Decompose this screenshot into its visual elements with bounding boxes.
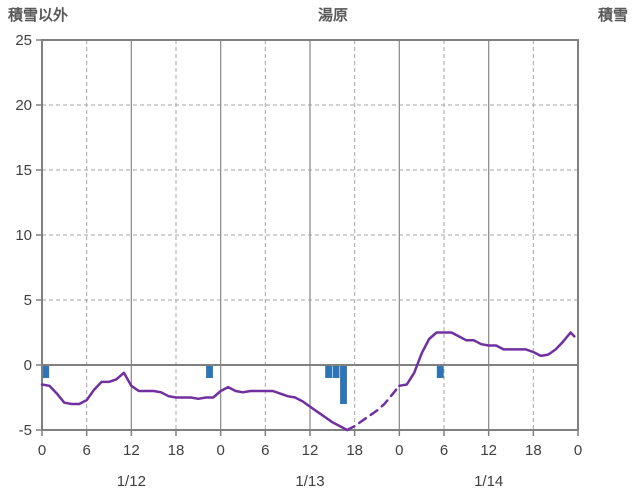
observation-line-solid [398,331,576,388]
x-axis-hour-label: 18 [525,442,542,459]
x-axis-hour-label: 0 [574,442,582,459]
left-axis-title: 積雪以外 [8,7,69,24]
x-axis-hour-label: 12 [480,442,497,459]
x-axis-hour-label: 12 [302,442,319,459]
x-axis-day-label: 1/13 [295,473,324,490]
right-axis-title: 積雪 [597,7,628,24]
left-axis-tick-label: 0 [24,357,32,374]
left-axis-tick-label: 5 [24,292,32,309]
snow-bar [332,365,340,378]
x-axis-hour-label: 12 [123,442,140,459]
left-axis-tick-label: -5 [19,422,32,439]
chart-header: 積雪以外 湯原 積雪 [0,6,636,26]
x-axis-hour-label: 6 [261,442,269,459]
x-axis-day-label: 1/14 [474,473,503,490]
x-axis-hour-label: 18 [168,442,185,459]
snow-bar [436,365,444,378]
x-axis-hour-label: 0 [38,442,46,459]
left-axis-tick-label: 15 [15,162,32,179]
observation-line-dashed [345,384,401,432]
x-axis-hour-label: 18 [346,442,363,459]
x-axis-hour-label: 6 [82,442,90,459]
left-axis-tick-label: 10 [15,227,32,244]
snow-bar [340,365,347,404]
snow-bar [42,365,50,378]
left-axis-tick-label: 20 [15,97,32,114]
snow-bar [206,365,213,378]
x-axis-hour-label: 0 [395,442,403,459]
snow-bar [325,365,333,378]
left-axis-tick-label: 25 [15,32,32,49]
x-axis-hour-label: 6 [440,442,448,459]
x-axis-day-label: 1/12 [117,473,146,490]
x-axis-hour-label: 0 [216,442,224,459]
chart-title: 湯原 [317,7,348,24]
observation-line-solid [40,371,349,432]
